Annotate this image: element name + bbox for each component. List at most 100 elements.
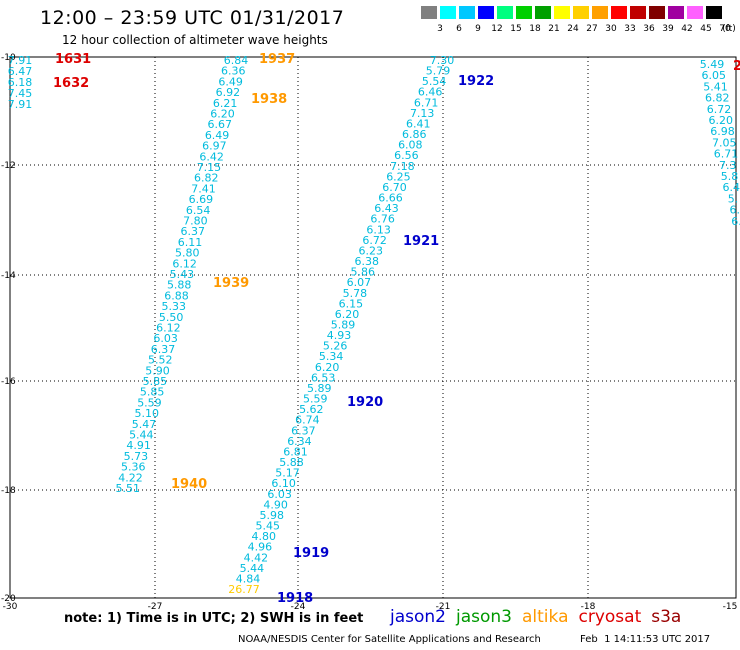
- colorbar-label: 3: [437, 24, 443, 34]
- swh-value: 6.70: [382, 181, 407, 194]
- swh-value: 6.25: [386, 170, 411, 183]
- swh-value: 5.36: [121, 461, 146, 474]
- pass-number-label: 1920: [347, 395, 383, 410]
- map-subtitle: 12 hour collection of altimeter wave hei…: [62, 33, 328, 47]
- swh-value: 5.86: [351, 266, 376, 279]
- colorbar-unit: (ft): [722, 24, 736, 34]
- colorbar-label: 6: [456, 24, 462, 34]
- swh-value: 6.10: [271, 477, 296, 490]
- swh-value: 5.34: [319, 350, 344, 363]
- swh-value: 4.91: [126, 439, 151, 452]
- swh-value: 7.91: [8, 54, 33, 67]
- pass-number-label: 1940: [171, 477, 207, 492]
- pass-number-label: 1938: [251, 92, 287, 107]
- swh-value: 6.11: [178, 236, 203, 249]
- swh-value: 6.67: [208, 118, 233, 131]
- swh-value: 5.89: [307, 382, 332, 395]
- legend-cryosat: cryosat: [578, 607, 642, 627]
- footnote: note: 1) Time is in UTC; 2) SWH is in fe…: [64, 611, 364, 626]
- swh-value: 7.80: [183, 215, 208, 228]
- swh-value: 6.56: [394, 149, 419, 162]
- colorbar-label: 27: [586, 24, 598, 34]
- colorbar-swatch: [516, 6, 532, 19]
- swh-value: 6.34: [287, 435, 312, 448]
- longitude-label: -30: [3, 602, 18, 612]
- swh-value: 6.05: [702, 69, 727, 82]
- swh-value: 6.12: [172, 257, 197, 270]
- longitude-label: -15: [723, 602, 738, 612]
- map-title: 12:00 – 23:59 UTC 01/31/2017: [40, 7, 345, 29]
- swh-value: 7.13: [410, 107, 435, 120]
- latitude-label: -10: [1, 53, 16, 63]
- pass-number-label: 1939: [213, 276, 249, 291]
- swh-value: 5.44: [240, 562, 265, 575]
- swh-value: 5.90: [145, 364, 170, 377]
- map-grid: [9, 56, 737, 599]
- swh-value: 6.82: [705, 92, 730, 105]
- swh-value: 5.26: [323, 340, 348, 353]
- generated-timestamp: Feb 1 14:11:53 UTC 2017: [580, 634, 711, 645]
- swh-value: 5.33: [162, 300, 187, 313]
- swh-value: 6.07: [347, 276, 372, 289]
- colorbar-swatch: [535, 6, 551, 19]
- swh-value: 5.73: [124, 450, 149, 463]
- swh-value: 6.: [730, 204, 740, 217]
- colorbar-label: 9: [475, 24, 481, 34]
- colorbar-swatch: [421, 6, 437, 19]
- swh-value: 4.22: [118, 471, 143, 484]
- swh-value: 6.46: [418, 86, 443, 99]
- swh-value: 5.85: [143, 375, 168, 388]
- swh-value: 6.42: [199, 150, 224, 163]
- swh-value: 6.72: [707, 103, 732, 116]
- swh-value: 5.80: [175, 247, 200, 260]
- colorbar-label: 33: [624, 24, 636, 34]
- colorbar-swatch: [611, 6, 627, 19]
- swh-value: 4.93: [327, 329, 352, 342]
- swh-value: 5.54: [422, 75, 447, 88]
- swh-value: 5.41: [703, 80, 728, 93]
- credit-line: NOAA/NESDIS Center for Satellite Applica…: [238, 634, 541, 645]
- latitude-label: -18: [1, 486, 16, 496]
- pass-number-label: 1918: [277, 591, 313, 606]
- colorbar-label: 70: [719, 24, 731, 34]
- pass-number-label: 1922: [458, 74, 494, 89]
- swh-value: 6.21: [213, 97, 238, 110]
- legend-jason3: jason3: [456, 607, 512, 627]
- swh-value: 6.13: [366, 223, 391, 236]
- swh-value: 6.72: [362, 234, 387, 247]
- colorbar-label: 12: [491, 24, 503, 34]
- swh-value: 4.80: [252, 530, 277, 543]
- swh-value: 6.37: [291, 424, 316, 437]
- colorbar-label: 39: [662, 24, 674, 34]
- swh-value: 5.59: [137, 396, 162, 409]
- swh-value: 5.8: [721, 170, 739, 183]
- swh-value: 5.98: [259, 509, 284, 522]
- map-frame: [9, 56, 737, 599]
- swh-value: 5.59: [303, 393, 328, 406]
- swh-value: 5.62: [299, 403, 324, 416]
- swh-value: 6.4: [723, 181, 740, 194]
- colorbar-swatch: [668, 6, 684, 19]
- swh-value: 6.43: [374, 202, 399, 215]
- swh-value: 5.17: [275, 467, 300, 480]
- swh-value: 6.38: [355, 255, 380, 268]
- swh-value: 6.20: [315, 361, 340, 374]
- swh-value: 4.42: [244, 551, 269, 564]
- swh-value: 6.49: [205, 129, 230, 142]
- swh-value: 5.79: [426, 65, 451, 78]
- swh-value: 6.54: [186, 204, 211, 217]
- swh-value: 6.53: [311, 371, 336, 384]
- longitude-label: -24: [291, 602, 306, 612]
- latitude-label: -12: [1, 161, 16, 171]
- swh-value: 6.41: [406, 117, 431, 130]
- longitude-label: -21: [436, 602, 451, 612]
- swh-value: 6.03: [267, 488, 292, 501]
- legend-s3a: s3a: [651, 607, 682, 627]
- swh-value: 7.18: [390, 160, 415, 173]
- swh-value: 6.71: [414, 96, 439, 109]
- axis-labels: -10 -12 -14 -16 -18 -20-30 -27 -24 -21 -18 -15: [1, 53, 737, 612]
- swh-value: 6.97: [202, 140, 227, 153]
- swh-value: 5.47: [132, 418, 157, 431]
- swh-value: 5.88: [279, 456, 304, 469]
- longitude-label: -27: [148, 602, 163, 612]
